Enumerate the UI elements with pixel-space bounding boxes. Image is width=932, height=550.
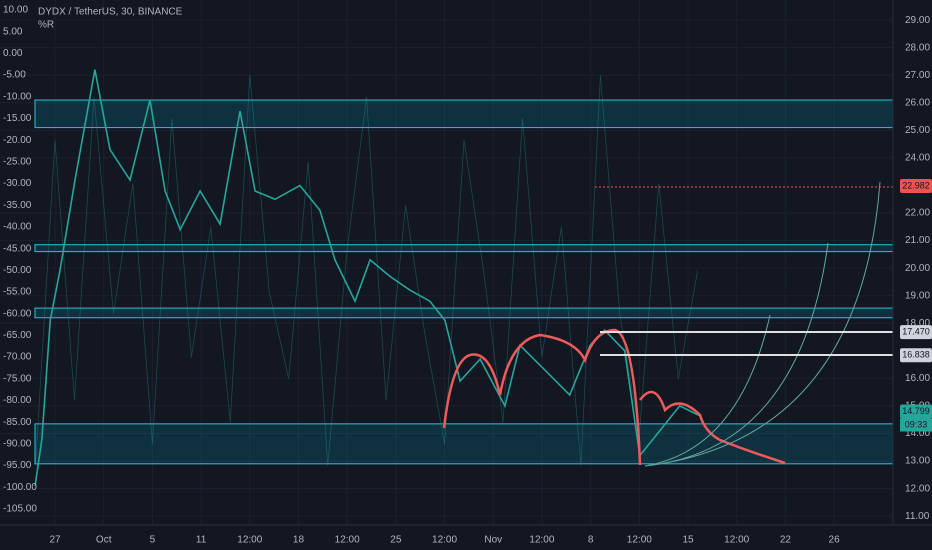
drawing-curve — [442, 328, 642, 466]
y2-tick-label: -100.00 — [3, 482, 37, 493]
y-tick-label: 21.00 — [905, 235, 930, 246]
y-tick-label: 12.00 — [905, 483, 930, 494]
y-tick-label: 26.00 — [905, 97, 930, 108]
y2-tick-label: -50.00 — [3, 265, 32, 276]
y-tick-label: 22.00 — [905, 208, 930, 219]
drawing-curve — [639, 390, 786, 465]
price-tag-label: 14.799 — [902, 406, 930, 416]
zone — [34, 423, 894, 465]
x-tick-label: 12:00 — [432, 535, 457, 546]
y2-tick-label: -5.00 — [3, 70, 26, 81]
y-tick-label: 28.00 — [905, 42, 930, 53]
price-tag — [900, 404, 932, 419]
y2-tick-label: -80.00 — [3, 395, 32, 406]
x-tick-label: 11 — [196, 535, 207, 546]
y-tick-label: 19.00 — [905, 290, 930, 301]
x-tick-label: 12:00 — [335, 535, 360, 546]
y-tick-label: 11.00 — [905, 511, 930, 522]
y-tick-label: 20.00 — [905, 263, 930, 274]
x-tick-label: 26 — [829, 535, 841, 546]
y-tick-label: 13.00 — [905, 456, 930, 467]
y2-tick-label: -65.00 — [3, 330, 32, 341]
price-tag-label: 16.838 — [902, 350, 930, 360]
y2-tick-label: -95.00 — [3, 460, 32, 471]
y2-tick-label: 0.00 — [3, 48, 23, 59]
x-tick-label: 15 — [682, 535, 694, 546]
x-tick-label: 5 — [150, 535, 156, 546]
y-tick-label: 14.00 — [905, 428, 930, 439]
countdown: 09:33 — [905, 419, 928, 429]
x-tick-label: 12:00 — [529, 535, 554, 546]
y2-tick-label: -15.00 — [3, 113, 32, 124]
y-tick-label: 25.00 — [905, 125, 930, 136]
chart-title: DYDX / TetherUS, 30, BINANCE — [38, 7, 183, 18]
y2-tick-label: -20.00 — [3, 135, 32, 146]
y2-tick-label: -60.00 — [3, 308, 32, 319]
y2-tick-label: -40.00 — [3, 222, 32, 233]
x-tick-label: 12:00 — [627, 535, 652, 546]
x-tick-label: 12:00 — [237, 535, 262, 546]
y2-tick-label: -45.00 — [3, 243, 32, 254]
y2-tick-label: 10.00 — [3, 5, 28, 16]
zone — [34, 307, 894, 319]
x-tick-label: 22 — [780, 535, 792, 546]
y2-tick-label: 5.00 — [3, 26, 23, 37]
projection-arrows — [644, 181, 881, 467]
x-tick-label: 8 — [588, 535, 594, 546]
price-tag — [900, 178, 932, 193]
y-tick-label: 29.00 — [905, 15, 930, 26]
y2-tick-label: -105.00 — [3, 504, 37, 515]
x-tick-label: 12:00 — [724, 535, 749, 546]
price-tag-label: 22.982 — [902, 180, 930, 190]
indicator-label: %R — [38, 20, 54, 31]
x-tick-label: Oct — [96, 535, 112, 546]
y2-tick-label: -85.00 — [3, 417, 32, 428]
x-tick-label: 25 — [390, 535, 402, 546]
y2-tick-label: -75.00 — [3, 373, 32, 384]
y2-tick-label: -30.00 — [3, 178, 32, 189]
countdown-tag — [900, 418, 932, 432]
y-tick-label: 24.00 — [905, 153, 930, 164]
indicator-line — [35, 75, 699, 466]
y-tick-label: 27.00 — [905, 70, 930, 81]
y2-tick-label: -70.00 — [3, 352, 32, 363]
x-tick-label: Nov — [484, 535, 502, 546]
price-tag-label: 17.470 — [902, 326, 930, 336]
x-tick-label: 27 — [49, 535, 61, 546]
price-tag — [900, 348, 932, 363]
y-tick-label: 18.00 — [905, 318, 930, 329]
zone — [34, 99, 894, 129]
y2-tick-label: -10.00 — [3, 91, 32, 102]
y2-tick-label: -25.00 — [3, 156, 32, 167]
x-tick-label: 18 — [293, 535, 305, 546]
y2-tick-label: -35.00 — [3, 200, 32, 211]
y-tick-label: 16.00 — [905, 373, 930, 384]
y2-tick-label: -55.00 — [3, 287, 32, 298]
price-tag — [900, 325, 932, 340]
zones — [34, 99, 894, 465]
y2-tick-label: -90.00 — [3, 439, 32, 450]
